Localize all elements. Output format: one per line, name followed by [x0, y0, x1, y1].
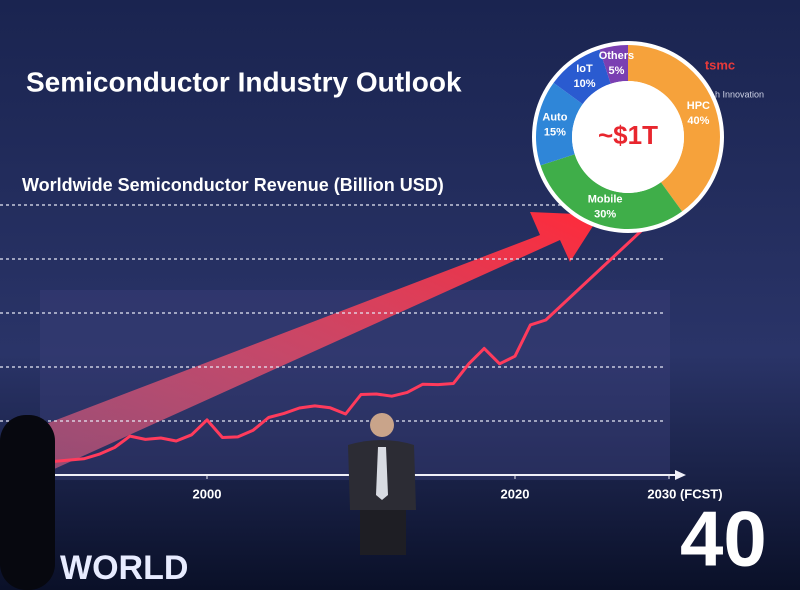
segment-label: Mobile [588, 193, 623, 205]
event-logo: WORLD [60, 549, 188, 587]
donut-hole [572, 81, 684, 193]
x-axis-arrow [675, 470, 686, 480]
growth-arrow [30, 212, 600, 470]
tagline: h Innovation [715, 89, 764, 99]
subtitle: Worldwide Semiconductor Revenue (Billion… [22, 175, 444, 195]
segment-label: HPC [687, 100, 710, 112]
donut-segment [599, 45, 628, 84]
x-tick-label: 2030 (FCST) [647, 486, 722, 501]
logo: tsmc [705, 57, 735, 72]
x-tick-label: 2000 [193, 486, 222, 501]
donut-segment [628, 45, 720, 212]
speaker [348, 413, 416, 555]
segment-label: Others [599, 50, 634, 62]
donut-segment [536, 82, 583, 166]
segment-value: 40% [687, 115, 709, 127]
anniversary-logo: 40 [680, 495, 767, 583]
segment-value: 15% [544, 126, 566, 138]
segment-value: 5% [608, 65, 624, 77]
center-label: ~$1T [598, 120, 658, 150]
segment-value: 30% [594, 208, 616, 220]
segment-value: 10% [573, 78, 595, 90]
title: Semiconductor Industry Outlook [26, 66, 462, 97]
audience-head [0, 415, 55, 590]
segment-label: IoT [576, 63, 593, 75]
donut-segment [540, 154, 683, 229]
segment-label: Auto [542, 111, 567, 123]
donut-segment [553, 49, 611, 105]
x-tick-label: 2020 [501, 486, 530, 501]
revenue-line [52, 203, 671, 463]
